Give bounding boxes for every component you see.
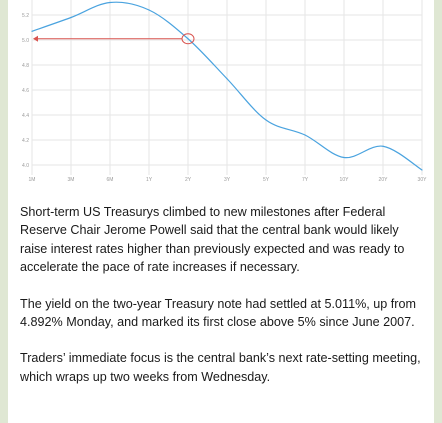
article-paragraph-3: Traders’ immediate focus is the central …: [20, 351, 421, 384]
chart-svg: 4.0 4.2 4.4 4.6 4.8 5.0 5.2 1M 3M 6M 1Y 2Y 3Y 5Y 7Y 10Y…: [22, 0, 427, 183]
y-tick-label: 5.0: [22, 38, 29, 44]
chart-grid: [31, 0, 423, 175]
x-tick-label: 5Y: [263, 177, 270, 183]
y-tick-label: 4.4: [22, 113, 29, 119]
y-tick-label: 4.8: [22, 63, 29, 69]
annotation-arrowhead: [33, 35, 38, 42]
x-tick-label: 20Y: [379, 177, 389, 183]
data-point: [70, 16, 72, 19]
article-paragraph-1: Short-term US Treasurys climbed to new m…: [20, 205, 405, 275]
data-point: [31, 30, 33, 32]
y-tick-label: 4.0: [22, 163, 29, 169]
y-tick-label: 4.2: [22, 138, 29, 144]
article-paragraph-2: The yield on the two-year Treasury note …: [20, 296, 416, 330]
chart-series: [31, 1, 423, 171]
x-tick-label: 1M: [29, 177, 36, 183]
x-tick-label: 7Y: [302, 177, 309, 183]
data-point: [421, 169, 423, 171]
chart-annotation: [33, 33, 195, 45]
x-tick-label: 2Y: [185, 177, 192, 183]
yield-curve-chart: 4.0 4.2 4.4 4.6 4.8 5.0 5.2 1M 3M 6M 1Y 2Y 3Y 5Y 7Y 10Y…: [8, 0, 434, 188]
y-tick-label: 4.6: [22, 88, 29, 94]
data-point: [265, 119, 267, 121]
data-point: [226, 78, 228, 80]
data-point: [382, 145, 384, 147]
x-tick-label: 30Y: [418, 177, 428, 183]
x-tick-label: 3M: [68, 177, 75, 183]
article-body: Short-term US Treasurys climbed to new m…: [20, 203, 422, 404]
data-point: [187, 38, 189, 40]
data-point: [148, 9, 150, 11]
x-tick-label: 6M: [107, 177, 114, 183]
data-point: [304, 134, 306, 136]
x-tick-label: 1Y: [146, 177, 153, 183]
x-tick-label: 3Y: [224, 177, 231, 183]
y-tick-label: 5.2: [22, 13, 29, 19]
chart-ticks: 4.0 4.2 4.4 4.6 4.8 5.0 5.2 1M 3M 6M 1Y 2Y 3Y 5Y 7Y 10Y…: [22, 13, 427, 183]
data-point: [109, 1, 111, 4]
x-tick-label: 10Y: [340, 177, 350, 183]
data-point: [343, 156, 345, 159]
article-card: 4.0 4.2 4.4 4.6 4.8 5.0 5.2 1M 3M 6M 1Y 2Y 3Y 5Y 7Y 10Y…: [8, 0, 434, 423]
